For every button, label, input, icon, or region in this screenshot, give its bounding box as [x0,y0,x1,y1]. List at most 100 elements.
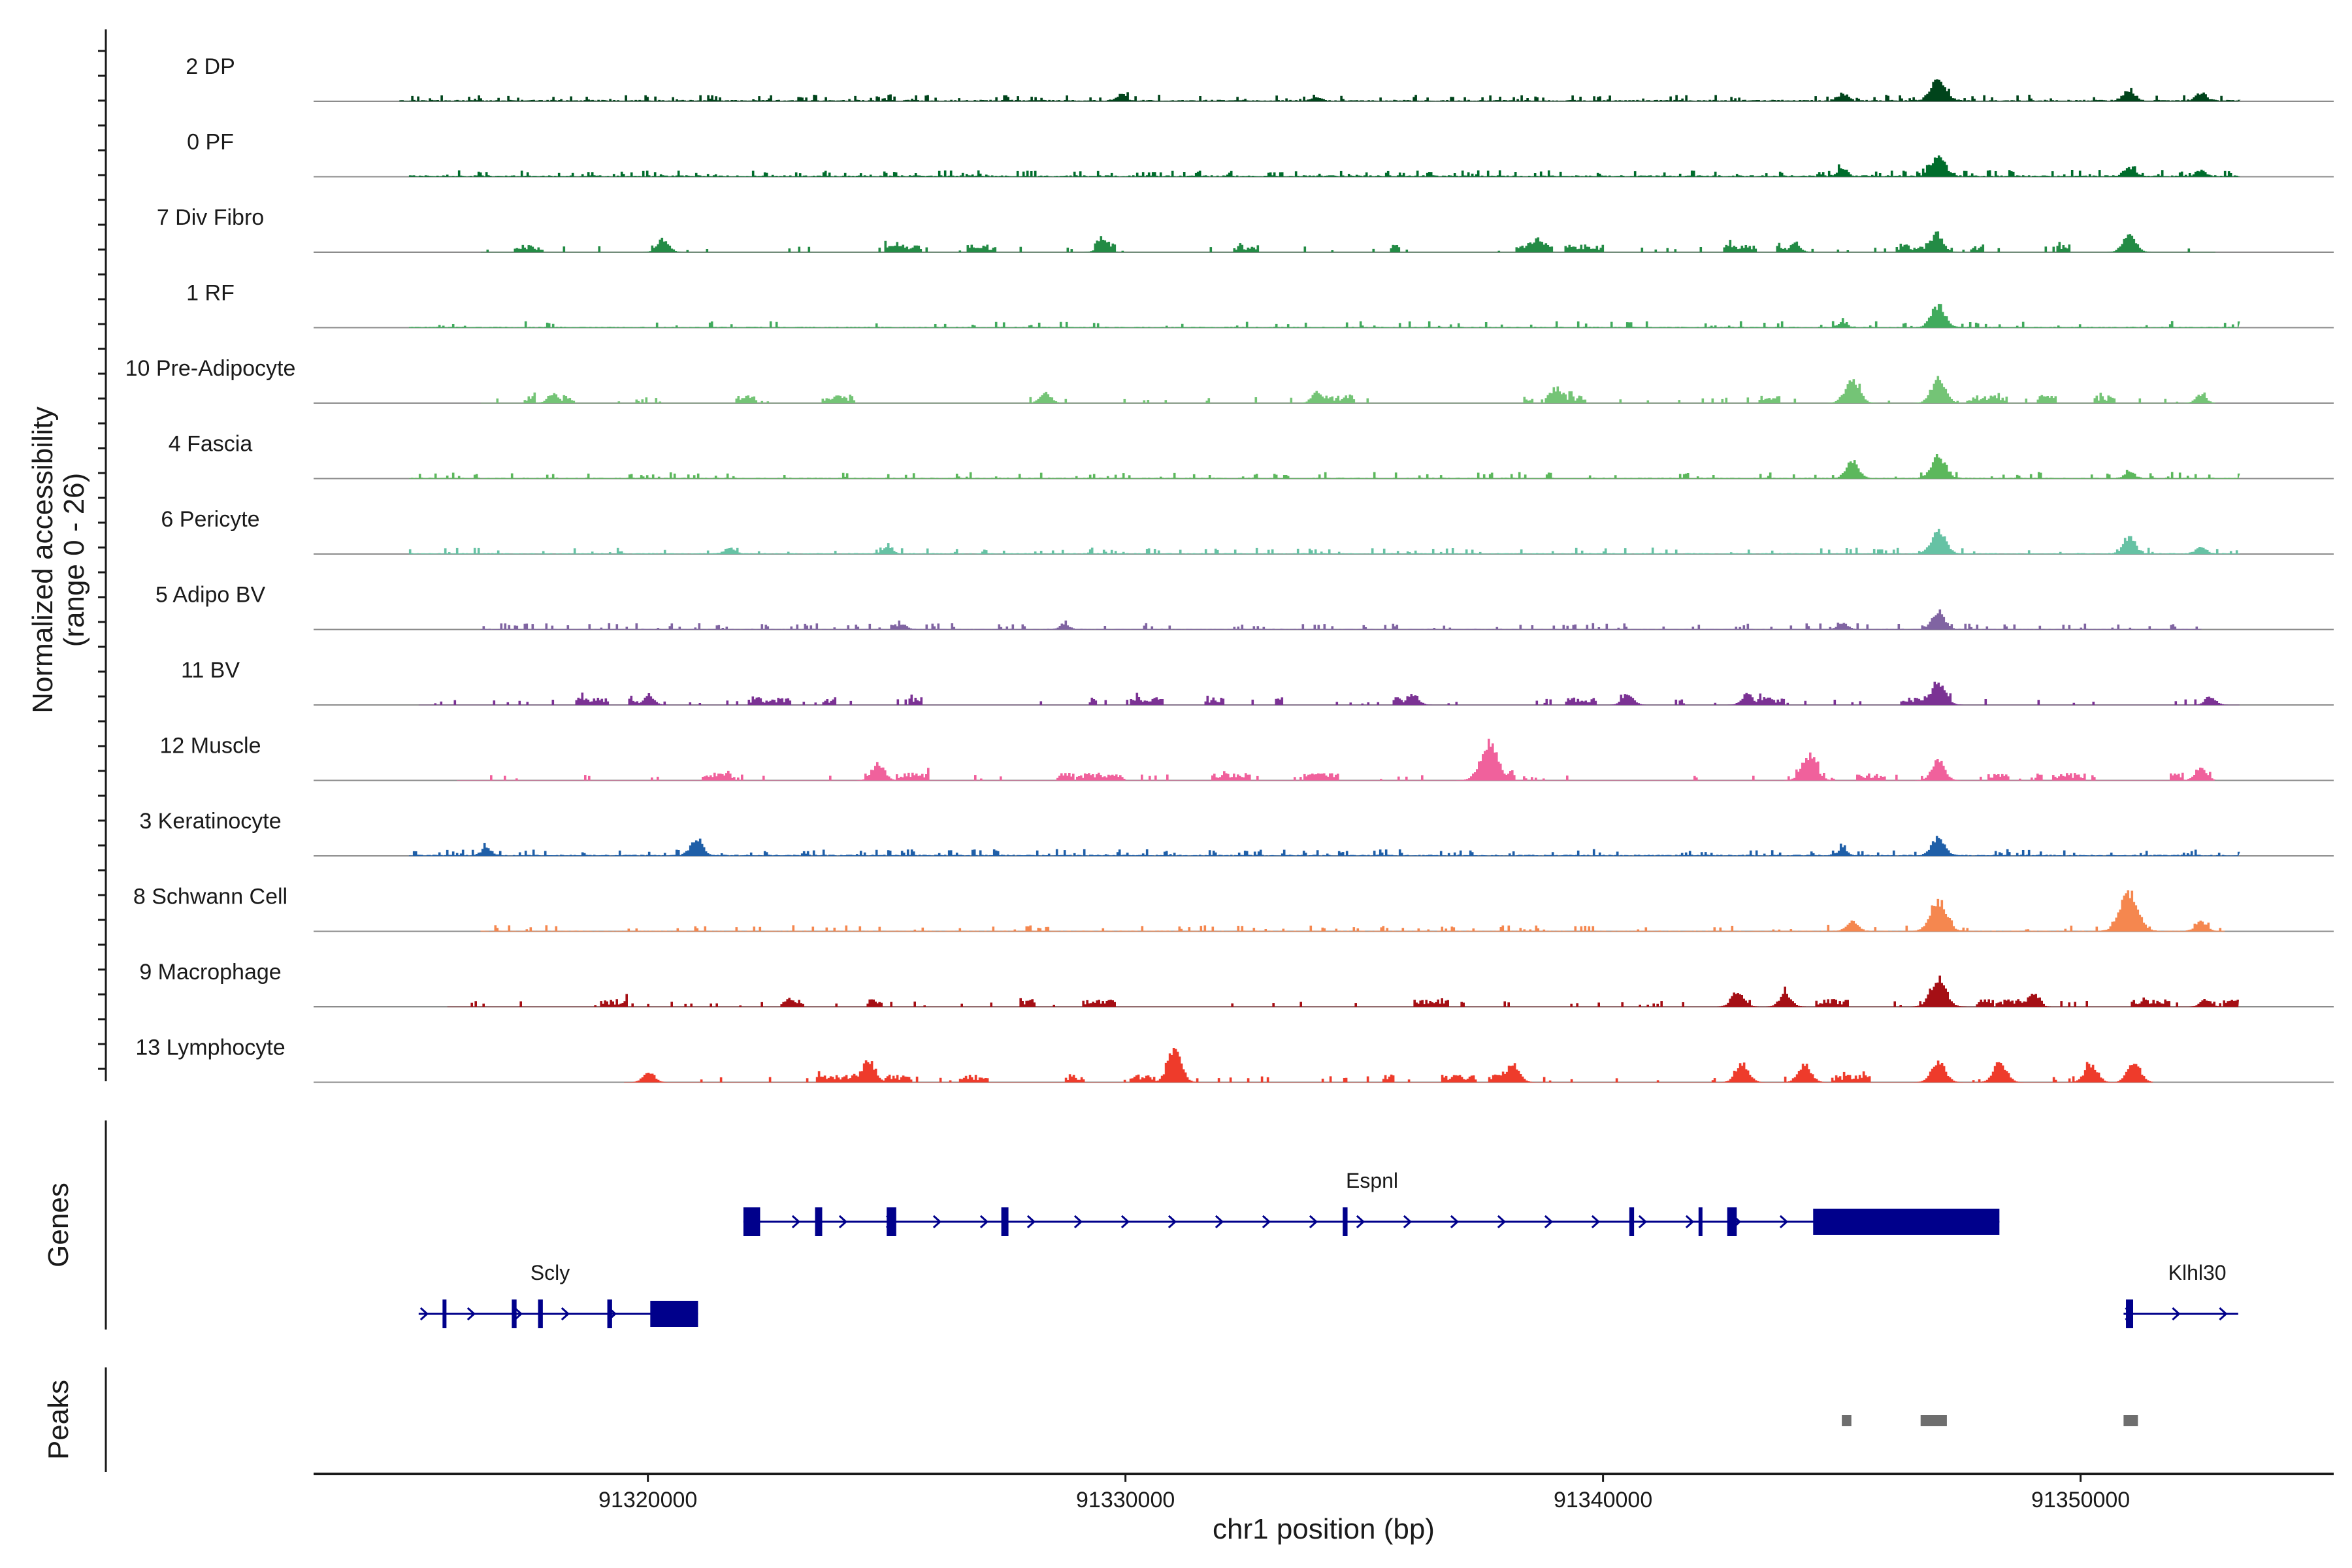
x-axis-title: chr1 position (bp) [1213,1513,1435,1545]
track-0-pf: 0 PF [187,130,2334,178]
strand-chevron [419,1307,429,1321]
strand-chevron [466,1307,476,1321]
gene-exon [1343,1207,1348,1236]
track-label: 1 RF [186,281,235,306]
gene-exon [2126,1299,2133,1328]
track-label: 3 Keratinocyte [139,809,281,834]
track-label: 0 PF [187,130,234,155]
x-tick-label: 91320000 [598,1488,697,1512]
strand-chevron [1356,1215,1365,1229]
track-signal [447,975,2240,1007]
gene-exon [815,1207,823,1236]
x-tick-label: 91340000 [1554,1488,1652,1512]
track-label: 4 Fascia [169,432,253,457]
strand-chevron [1497,1215,1507,1229]
gene-exon [512,1299,517,1328]
gene-name: Klhl30 [2168,1261,2227,1284]
gene-exon [1629,1207,1635,1236]
peak-regions [1842,1415,2138,1426]
track-signal [480,609,2202,630]
gene-scly: Scly [418,1261,698,1328]
track-5-adipo-bv: 5 Adipo BV [155,583,2334,630]
track-11-bv: 11 BV [181,658,2334,706]
track-label: 7 Div Fibro [157,205,264,230]
strand-chevron [1779,1215,1789,1229]
track-signal [408,304,2240,328]
gene-exon [442,1299,447,1328]
track-7-div-fibro: 7 Div Fibro [157,205,2334,253]
track-2-dp: 2 DP [186,54,2334,102]
track-13-lymphocyte: 13 Lymphocyte [135,1036,2334,1083]
track-signal [408,454,2240,479]
gene-exon [650,1301,698,1327]
gene-exon [1001,1207,1009,1236]
strand-chevron [2219,1307,2228,1321]
strand-chevron [838,1215,848,1229]
strand-chevron [1215,1215,1224,1229]
x-tick-label: 91330000 [1076,1488,1175,1512]
track-9-macrophage: 9 Macrophage [139,960,2334,1007]
track-signal [624,1048,2154,1083]
gene-exon [743,1207,760,1236]
strand-chevron [1591,1215,1601,1229]
gene-espnl: Espnl [743,1169,2000,1236]
strand-chevron [2172,1307,2181,1321]
track-signal [480,231,2215,253]
track-label: 9 Macrophage [139,960,281,985]
gene-exon [607,1299,612,1328]
track-signal [408,529,2240,555]
track-10-pre-adipocyte: 10 Pre-Adipocyte [125,356,2334,404]
tracks-y-ticks [98,50,106,1070]
track-signal [457,738,2215,781]
peak-region [1842,1415,1852,1426]
strand-chevron [979,1215,989,1229]
track-signal [480,890,2225,932]
gene-klhl30: Klhl30 [2123,1261,2238,1328]
track-12-muscle: 12 Muscle [160,734,2334,781]
y-axis-title: Normalized accessibility [27,406,59,713]
track-label: 12 Muscle [160,734,261,759]
gene-exon [887,1207,896,1236]
track-3-keratinocyte: 3 Keratinocyte [139,809,2334,857]
strand-chevron [1073,1215,1083,1229]
peak-region [1920,1415,1947,1426]
strand-chevron [932,1215,942,1229]
strand-chevron [561,1307,570,1321]
gene-exon [1698,1207,1703,1236]
peak-region [2123,1415,2138,1426]
gene-name: Espnl [1346,1169,1398,1192]
strand-chevron [1309,1215,1318,1229]
track-label: 11 BV [181,658,240,683]
track-signal [408,836,2240,857]
gene-name: Scly [531,1261,570,1284]
strand-chevron [1120,1215,1130,1229]
track-signal [408,155,2240,177]
strand-chevron [1168,1215,1177,1229]
track-label: 2 DP [186,54,235,79]
track-signal [480,376,2215,404]
gene-annotations: Espnl Scly Klhl30 [418,1169,2238,1328]
strand-chevron [1403,1215,1413,1229]
track-signal [399,79,2241,102]
x-axis-ticks: 91320000 91330000 91340000 91350000 [598,1474,2130,1512]
track-label: 6 Pericyte [161,507,259,532]
y-axis-range: (range 0 - 26) [58,473,90,647]
track-label: 10 Pre-Adipocyte [125,356,296,381]
strand-chevron [1685,1215,1695,1229]
gene-exon [1813,1209,2000,1235]
track-label: 8 Schwann Cell [133,885,287,909]
track-signal [418,681,2240,706]
track-label: 13 Lymphocyte [135,1036,285,1060]
track-1-rf: 1 RF [186,281,2334,329]
track-8-schwann-cell: 8 Schwann Cell [133,885,2334,932]
gene-exon [1727,1207,1737,1236]
genes-panel-title: Genes [42,1183,74,1267]
coverage-tracks: 2 DP 0 PF 7 Div Fibro 1 RF 10 Pre-Adipocyte 4… [125,54,2334,1083]
gene-exon [538,1299,543,1328]
strand-chevron [1544,1215,1554,1229]
track-label: 5 Adipo BV [155,583,266,608]
track-6-pericyte: 6 Pericyte [161,507,2334,555]
strand-chevron [1450,1215,1460,1229]
peaks-panel-title: Peaks [42,1380,74,1460]
